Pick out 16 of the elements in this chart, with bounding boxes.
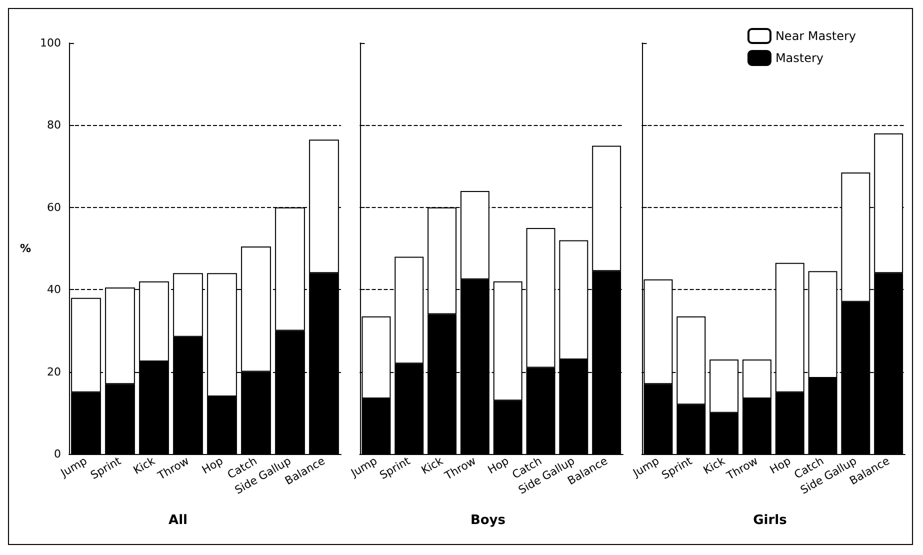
y-tick-label: 40 — [47, 283, 61, 296]
y-tick-label: 60 — [47, 200, 61, 214]
legend-label: Near Mastery — [775, 29, 856, 43]
y-tick-label: 0 — [54, 448, 61, 460]
text: Boys — [470, 513, 506, 528]
y-tick-label: 100 — [40, 36, 61, 50]
text: Girls — [753, 513, 788, 528]
x-tick-label: Hop — [200, 454, 226, 477]
x-tick-label: Hop — [486, 454, 512, 477]
x-tick-label: Kick — [131, 454, 158, 477]
y-axis-title: % — [20, 242, 31, 255]
text: All — [168, 513, 188, 528]
legend-label: Mastery — [775, 51, 824, 65]
x-tick-label: Hop — [768, 454, 794, 477]
y-tick-label: 20 — [47, 365, 61, 378]
y-tick-label: 80 — [47, 118, 61, 132]
